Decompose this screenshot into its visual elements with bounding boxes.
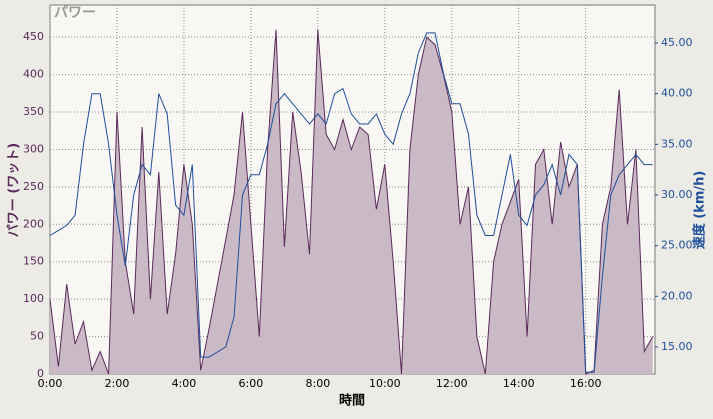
x-tick-label: 8:00 <box>305 377 330 390</box>
x-tick-label: 12:00 <box>436 377 468 390</box>
y2-tick-label: 25.00 <box>661 239 693 252</box>
x-axis-label: 時間 <box>339 393 365 409</box>
y-tick-label: 0 <box>37 367 44 380</box>
y-tick-label: 150 <box>23 255 44 268</box>
y-tick-label: 200 <box>23 217 44 230</box>
y2-tick-label: 30.00 <box>661 188 693 201</box>
y-tick-label: 250 <box>23 180 44 193</box>
y-tick-label: 400 <box>23 68 44 81</box>
y-axis-label: パワー (ワット) <box>7 143 22 237</box>
x-tick-label: 6:00 <box>239 377 264 390</box>
y2-tick-label: 15.00 <box>661 340 693 353</box>
y2-tick-label: 20.00 <box>661 289 693 302</box>
chart-title: パワー <box>54 5 96 21</box>
y-tick-label: 350 <box>23 105 44 118</box>
y2-tick-label: 45.00 <box>661 36 693 49</box>
y2-axis-label: 速度 (km/h) <box>692 171 708 250</box>
x-tick-label: 16:00 <box>570 377 602 390</box>
x-tick-label: 2:00 <box>105 377 130 390</box>
x-tick-label: 4:00 <box>172 377 197 390</box>
y2-tick-label: 40.00 <box>661 87 693 100</box>
x-tick-label: 10:00 <box>369 377 401 390</box>
y-tick-label: 100 <box>23 292 44 305</box>
speed-line <box>49 32 653 373</box>
y-tick-label: 300 <box>23 142 44 155</box>
y-tick-label: 450 <box>23 30 44 43</box>
x-tick-label: 14:00 <box>503 377 535 390</box>
power-line <box>49 29 654 375</box>
y-tick-label: 50 <box>30 330 44 343</box>
y2-tick-label: 35.00 <box>661 137 693 150</box>
area-fill <box>50 29 653 374</box>
x-tick-label: 0:00 <box>38 377 63 390</box>
